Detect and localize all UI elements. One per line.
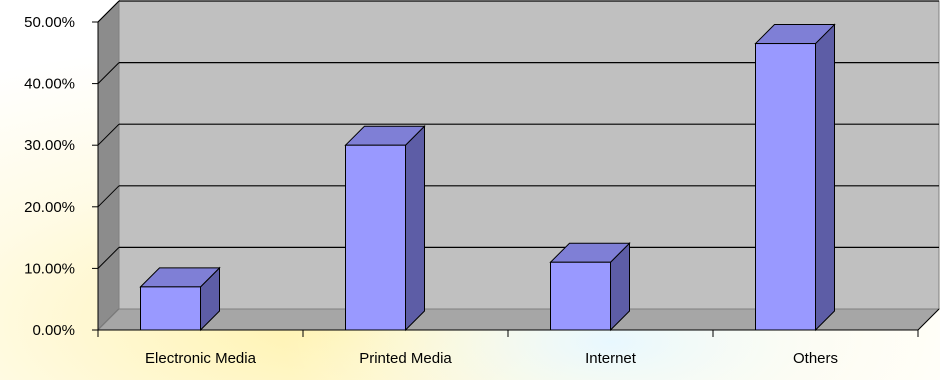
bar-internet xyxy=(549,242,631,332)
bar-printed-media xyxy=(344,124,426,332)
x-category-label: Printed Media xyxy=(359,350,452,367)
gridline-side xyxy=(97,185,120,208)
y-tick-label: 0.00% xyxy=(32,322,75,339)
floor-edge xyxy=(917,308,940,331)
gridline-side xyxy=(97,62,120,84)
gridline-side xyxy=(97,247,120,269)
y-axis-tick-labels: 0.00% 10.00% 20.00% 30.00% 40.00% 50.00% xyxy=(24,14,75,339)
bars-group xyxy=(139,23,836,332)
y-tick-label: 10.00% xyxy=(24,260,75,277)
side-wall xyxy=(97,0,120,332)
y-tick-label: 20.00% xyxy=(24,199,75,216)
bar-side xyxy=(405,124,425,332)
x-category-label: Electronic Media xyxy=(145,350,257,367)
gridline-side xyxy=(97,123,120,146)
y-tick-label: 50.00% xyxy=(24,14,75,31)
bar-electronic-media xyxy=(139,266,221,332)
gridline-side xyxy=(97,0,120,23)
bar xyxy=(550,261,611,331)
y-tick-label: 40.00% xyxy=(24,76,75,93)
bar xyxy=(140,286,201,331)
bar-side xyxy=(815,23,835,332)
x-category-label: Others xyxy=(793,350,838,367)
y-tick-label: 30.00% xyxy=(24,137,75,154)
x-category-label: Internet xyxy=(585,350,637,367)
x-axis-category-labels: Electronic Media Printed Media Internet Oth… xyxy=(145,350,838,367)
bar xyxy=(345,144,406,331)
bar-others xyxy=(754,23,836,332)
bar xyxy=(755,43,816,331)
axes-group xyxy=(92,21,940,337)
